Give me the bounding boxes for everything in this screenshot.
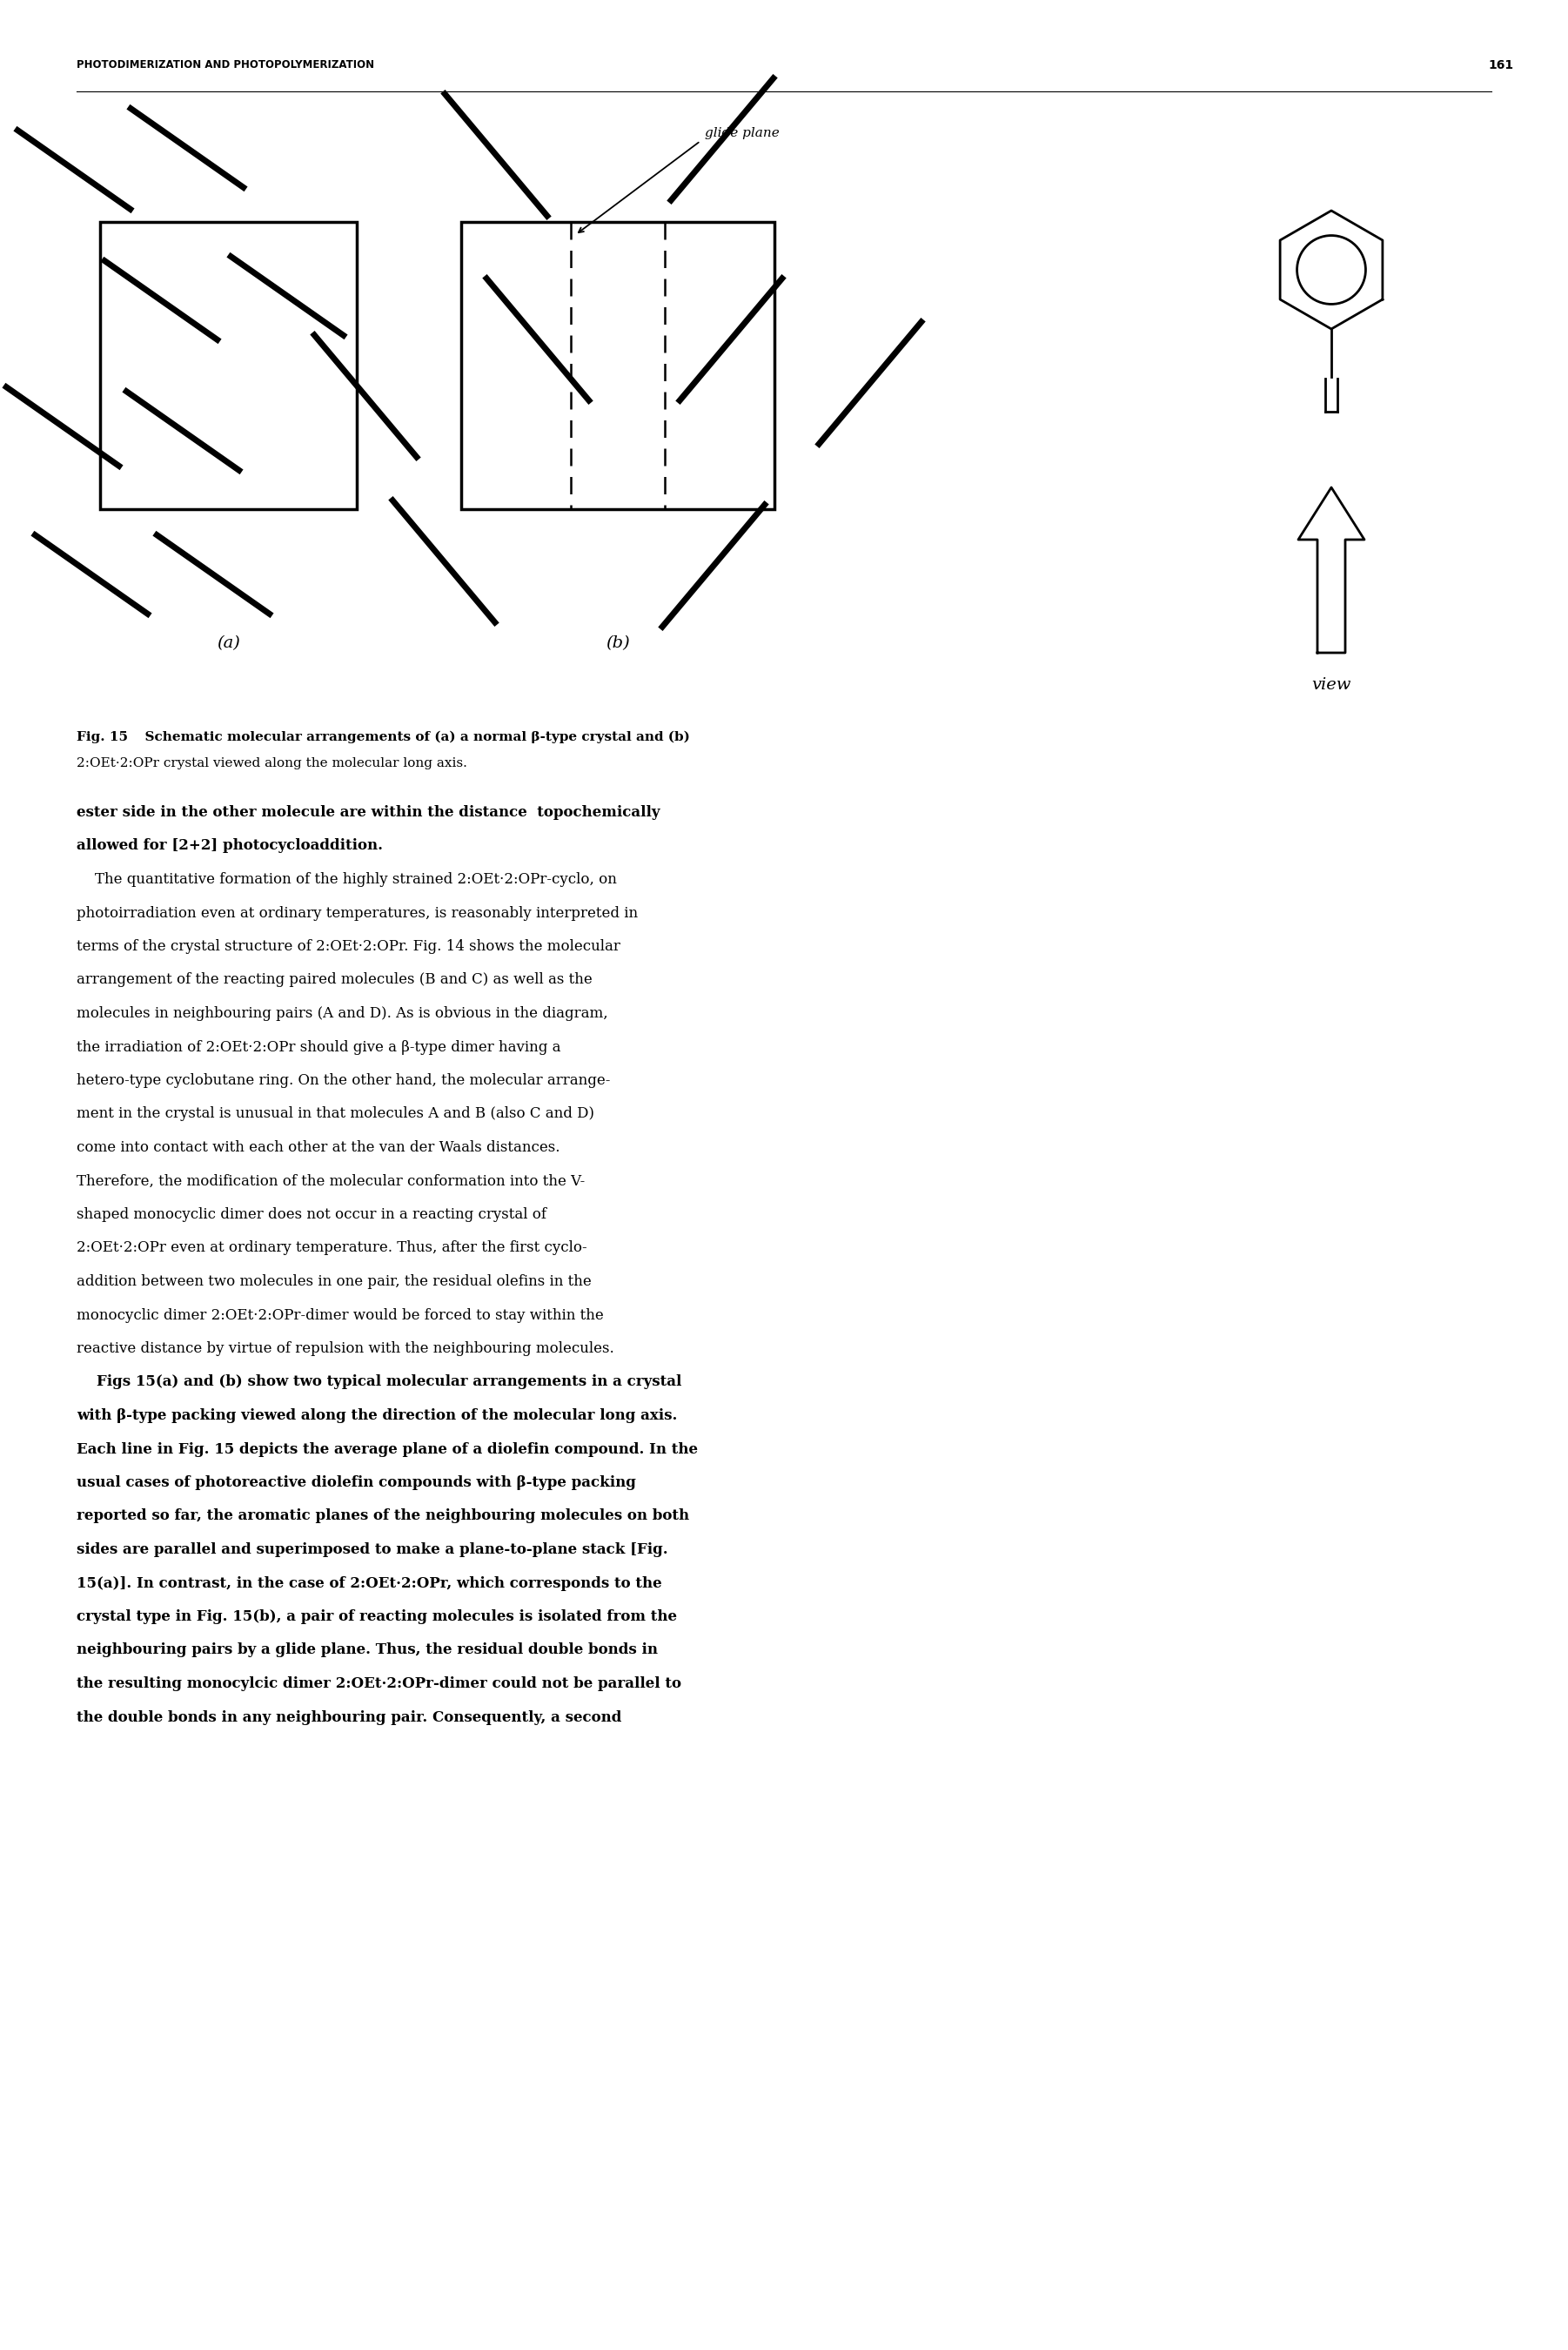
Text: 15(a)]. In contrast, in the case of 2:OEt·2:OPr, which corresponds to the: 15(a)]. In contrast, in the case of 2:OE… xyxy=(77,1577,662,1591)
Text: arrangement of the reacting paired molecules (B and C) as well as the: arrangement of the reacting paired molec… xyxy=(77,973,593,987)
Text: allowed for [2+2] photocycloaddition.: allowed for [2+2] photocycloaddition. xyxy=(77,839,383,853)
Bar xyxy=(100,221,358,510)
Text: addition between two molecules in one pair, the residual olefins in the: addition between two molecules in one pa… xyxy=(77,1274,591,1290)
Text: ment in the crystal is unusual in that molecules A and B (also C and D): ment in the crystal is unusual in that m… xyxy=(77,1107,594,1121)
Text: photoirradiation even at ordinary temperatures, is reasonably interpreted in: photoirradiation even at ordinary temper… xyxy=(77,905,638,921)
Text: glide plane: glide plane xyxy=(706,127,779,139)
Text: hetero-type cyclobutane ring. On the other hand, the molecular arrange-: hetero-type cyclobutane ring. On the oth… xyxy=(77,1074,610,1088)
Text: (b): (b) xyxy=(605,634,630,651)
Text: 161: 161 xyxy=(1488,59,1513,70)
Text: view: view xyxy=(1311,677,1352,693)
Text: Therefore, the modification of the molecular conformation into the V-: Therefore, the modification of the molec… xyxy=(77,1173,585,1189)
Text: reactive distance by virtue of repulsion with the neighbouring molecules.: reactive distance by virtue of repulsion… xyxy=(77,1342,615,1356)
Text: (a): (a) xyxy=(216,634,240,651)
Text: terms of the crystal structure of 2:OEt·2:OPr. Fig. 14 shows the molecular: terms of the crystal structure of 2:OEt·… xyxy=(77,940,621,954)
Text: The quantitative formation of the highly strained 2:OEt·2:OPr-cyclo, on: The quantitative formation of the highly… xyxy=(77,872,616,886)
Text: monocyclic dimer 2:OEt·2:OPr-dimer would be forced to stay within the: monocyclic dimer 2:OEt·2:OPr-dimer would… xyxy=(77,1307,604,1323)
Text: reported so far, the aromatic planes of the neighbouring molecules on both: reported so far, the aromatic planes of … xyxy=(77,1509,690,1523)
Text: the irradiation of 2:OEt·2:OPr should give a β-type dimer having a: the irradiation of 2:OEt·2:OPr should gi… xyxy=(77,1039,561,1055)
Text: the resulting monocylcic dimer 2:OEt·2:OPr-dimer could not be parallel to: the resulting monocylcic dimer 2:OEt·2:O… xyxy=(77,1676,682,1692)
Text: usual cases of photoreactive diolefin compounds with β-type packing: usual cases of photoreactive diolefin co… xyxy=(77,1476,637,1490)
Text: PHOTODIMERIZATION AND PHOTOPOLYMERIZATION: PHOTODIMERIZATION AND PHOTOPOLYMERIZATIO… xyxy=(77,59,375,70)
Text: 2:OEt·2:OPr even at ordinary temperature. Thus, after the first cyclo-: 2:OEt·2:OPr even at ordinary temperature… xyxy=(77,1241,586,1255)
Text: crystal type in Fig. 15(b), a pair of reacting molecules is isolated from the: crystal type in Fig. 15(b), a pair of re… xyxy=(77,1610,677,1624)
Text: Schematic molecular arrangements of (a) a normal β-type crystal and (b): Schematic molecular arrangements of (a) … xyxy=(136,731,690,743)
Text: the double bonds in any neighbouring pair. Consequently, a second: the double bonds in any neighbouring pai… xyxy=(77,1711,621,1725)
Text: ester side in the other molecule are within the distance  topochemically: ester side in the other molecule are wit… xyxy=(77,806,660,820)
Text: neighbouring pairs by a glide plane. Thus, the residual double bonds in: neighbouring pairs by a glide plane. Thu… xyxy=(77,1643,659,1657)
Text: Each line in Fig. 15 depicts the average plane of a diolefin compound. In the: Each line in Fig. 15 depicts the average… xyxy=(77,1443,698,1457)
Text: Fig. 15: Fig. 15 xyxy=(77,731,129,743)
Text: come into contact with each other at the van der Waals distances.: come into contact with each other at the… xyxy=(77,1140,560,1154)
Text: 2:OEt·2:OPr crystal viewed along the molecular long axis.: 2:OEt·2:OPr crystal viewed along the mol… xyxy=(77,757,467,768)
Text: sides are parallel and superimposed to make a plane-to-plane stack [Fig.: sides are parallel and superimposed to m… xyxy=(77,1542,668,1558)
Text: with β-type packing viewed along the direction of the molecular long axis.: with β-type packing viewed along the dir… xyxy=(77,1408,677,1424)
Text: molecules in neighbouring pairs (A and D). As is obvious in the diagram,: molecules in neighbouring pairs (A and D… xyxy=(77,1006,608,1020)
Text: shaped monocyclic dimer does not occur in a reacting crystal of: shaped monocyclic dimer does not occur i… xyxy=(77,1208,547,1222)
Bar xyxy=(461,221,775,510)
Text: Figs 15(a) and (b) show two typical molecular arrangements in a crystal: Figs 15(a) and (b) show two typical mole… xyxy=(77,1375,682,1389)
